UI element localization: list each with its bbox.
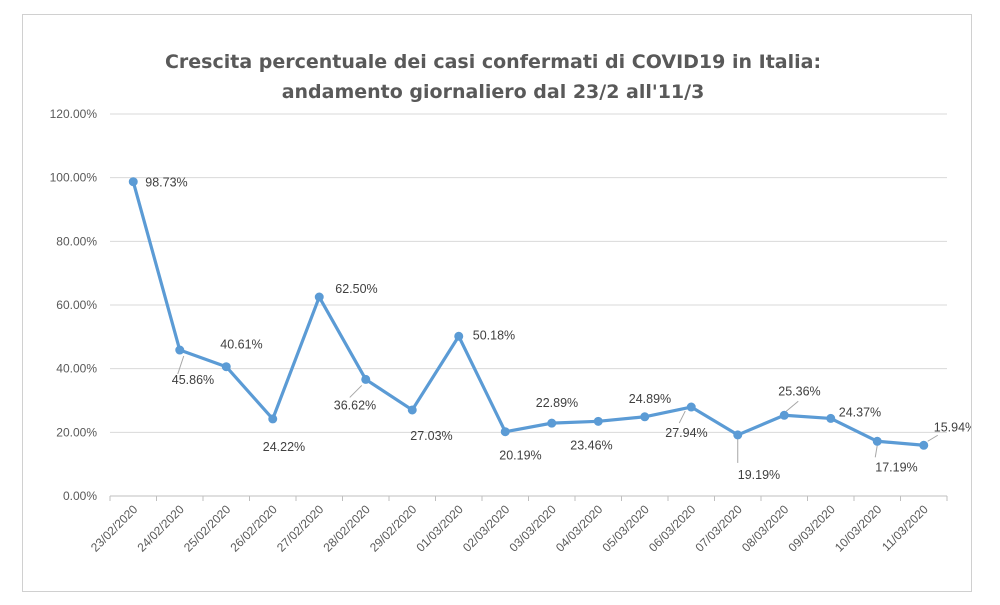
x-tick-label: 23/02/2020 [88,502,141,555]
data-point [826,413,836,423]
data-label-leader [177,355,185,375]
data-label-leader [874,445,878,458]
x-tick-label: 08/03/2020 [739,502,792,555]
data-label: 27.03% [410,429,452,443]
x-tick-label: 04/03/2020 [553,502,606,555]
data-point [779,410,789,420]
chart-title-line-2: andamento giornaliero dal 23/2 all'11/3 [281,81,705,103]
y-tick-label: 0.00% [63,489,97,503]
data-point [454,331,464,341]
data-point [314,292,324,302]
y-tick-label: 120.00% [50,107,98,121]
x-tick-label: 05/03/2020 [600,502,653,555]
data-label: 24.22% [263,440,305,454]
x-tick-label: 02/03/2020 [460,502,513,555]
x-tick-label: 06/03/2020 [646,502,699,555]
chart-title-line-1: Crescita percentuale dei casi confermati… [164,51,822,73]
x-tick-label: 29/02/2020 [367,502,420,555]
x-tick-label: 10/03/2020 [832,502,885,555]
x-tick-label: 28/02/2020 [321,502,374,555]
data-label: 24.37% [839,405,881,419]
chart-title: Crescita percentuale dei casi confermati… [23,47,963,107]
x-tick-label: 07/03/2020 [693,502,746,555]
data-point [175,345,185,355]
data-label: 23.46% [570,438,612,452]
x-tick-label: 09/03/2020 [786,502,839,555]
x-tick-label: 01/03/2020 [414,502,467,555]
data-label: 24.89% [629,392,671,406]
data-point [640,412,650,422]
line-chart: 0.00% 20.00% 40.00% 60.00% 80.00% 100.00% 120.… [50,107,971,555]
data-label: 15.94% [934,420,971,434]
data-label-leader [349,385,363,398]
chart-frame: Crescita percentuale dei casi confermati… [22,14,972,592]
data-point [872,436,882,446]
x-tick-label: 24/02/2020 [135,502,188,555]
data-label: 45.86% [172,373,214,387]
y-tick-label: 20.00% [56,425,97,439]
y-tick-label: 100.00% [50,171,98,185]
data-point [361,374,371,384]
x-tick-label: 25/02/2020 [181,502,234,555]
x-tick-label: 27/02/2020 [274,502,327,555]
data-label-leader [785,400,799,412]
y-tick-label: 60.00% [56,298,97,312]
data-point [919,440,929,450]
data-point [221,362,231,372]
data-point [407,405,417,415]
data-point [500,427,510,437]
x-tick-label: 03/03/2020 [507,502,560,555]
data-point [733,430,743,440]
data-point [547,418,557,428]
data-label: 20.19% [499,449,541,463]
y-tick-label: 80.00% [56,234,97,248]
series-line [131,180,926,447]
data-point [593,416,603,426]
x-tick-label: 26/02/2020 [228,502,281,555]
data-label: 98.73% [145,176,187,190]
data-label: 25.36% [778,384,820,398]
data-label-leader [678,410,686,424]
data-label: 19.19% [738,468,780,482]
data-label: 62.50% [335,282,377,296]
y-tick-label: 40.00% [56,362,97,376]
data-point [268,414,278,424]
data-label-leader [927,434,939,442]
data-label: 50.18% [473,328,515,342]
data-point [686,402,696,412]
data-label: 40.61% [220,338,262,352]
data-label: 17.19% [875,460,917,474]
data-label: 27.94% [665,426,707,440]
data-label: 22.89% [536,396,578,410]
data-point [128,177,138,187]
data-label: 36.62% [334,398,376,412]
x-tick-label: 11/03/2020 [879,502,931,554]
